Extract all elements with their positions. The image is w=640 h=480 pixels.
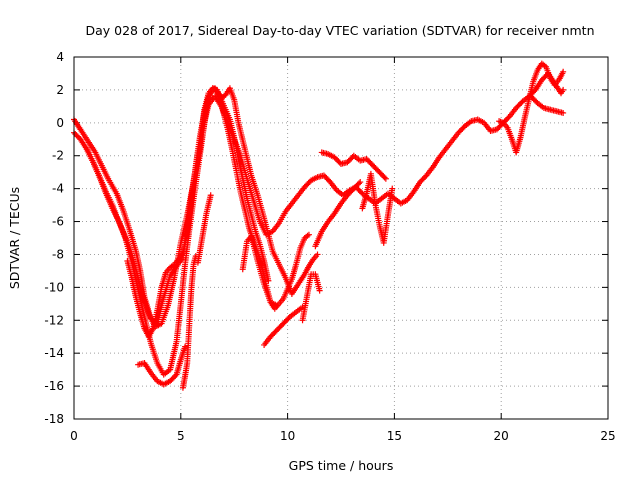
data-point: [560, 68, 567, 75]
data-point: [560, 86, 567, 93]
y-tick-label: -14: [44, 346, 64, 360]
y-tick-label: 4: [56, 50, 64, 64]
data-series-15: [528, 93, 567, 116]
data-series-5: [135, 343, 189, 388]
x-tick-label: 5: [177, 429, 185, 443]
data-point: [560, 109, 567, 116]
data-point: [382, 175, 389, 182]
data-point: [273, 302, 280, 309]
y-tick-label: -18: [44, 412, 64, 426]
y-tick-label: -10: [44, 280, 64, 294]
data-point-fill: [355, 180, 362, 187]
data-point: [316, 287, 323, 294]
chart-title: Day 028 of 2017, Sidereal Day-to-day VTE…: [85, 23, 594, 38]
data-series-11: [312, 179, 364, 250]
y-tick-label: -16: [44, 379, 64, 393]
x-tick-labels: 0 5 10 15 20 25: [70, 429, 615, 443]
data-point: [265, 277, 272, 284]
y-tick-label: -12: [44, 313, 64, 327]
data-point-fill: [381, 174, 388, 181]
data-series-13: [359, 170, 396, 246]
x-axis-label: GPS time / hours: [289, 458, 394, 473]
data-points: [71, 60, 567, 391]
plot-frame: [73, 56, 609, 420]
data-series-4: [124, 85, 272, 340]
x-tick-label: 10: [280, 429, 295, 443]
y-tick-label: -4: [52, 182, 64, 196]
x-tick-label: 25: [600, 429, 615, 443]
data-point: [314, 251, 321, 258]
x-tick-label: 15: [387, 429, 402, 443]
data-point: [305, 231, 312, 238]
y-tick-labels: -18 -16 -14 -12 -10 -8 -6 -4 -2 0 2 4: [44, 50, 64, 426]
data-series-7: [194, 192, 214, 266]
x-tick-label: 0: [70, 429, 78, 443]
data-point-fill: [172, 372, 179, 379]
data-point: [389, 185, 396, 192]
y-tick-label: 0: [56, 116, 64, 130]
data-point: [357, 179, 364, 186]
data-point: [182, 343, 189, 350]
y-tick-label: 2: [56, 83, 64, 97]
y-tick-label: -2: [52, 149, 64, 163]
y-axis-label: SDTVAR / TECUs: [7, 187, 22, 289]
y-tick-label: -8: [52, 247, 64, 261]
data-series-10: [299, 271, 323, 324]
data-series-12: [318, 149, 389, 182]
data-series-14: [496, 60, 567, 156]
data-series-6: [179, 253, 199, 391]
x-tick-label: 20: [494, 429, 509, 443]
y-tick-label: -6: [52, 215, 64, 229]
data-point: [207, 192, 214, 199]
data-series-8: [239, 233, 280, 309]
